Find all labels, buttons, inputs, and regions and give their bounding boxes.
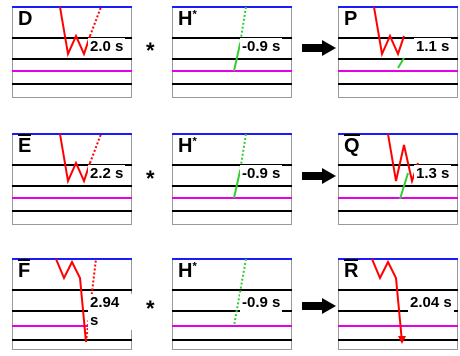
convolution-operator: * <box>146 166 155 191</box>
time-label: 2.04 s <box>408 294 454 312</box>
red-trace-dotted <box>89 133 102 164</box>
time-label: -0.9 s <box>240 38 283 56</box>
panel-p-lines <box>338 6 458 98</box>
time-label: 2.2 s <box>88 165 126 183</box>
time-label: 1.1 s <box>414 38 452 56</box>
time-label: 2.0 s <box>88 38 126 56</box>
panel-h: H* -0.9 s <box>172 6 292 98</box>
right-arrow-icon <box>302 168 336 184</box>
time-label: 2.94 s <box>88 294 132 330</box>
green-trace <box>233 43 241 72</box>
panel-letter: Q <box>344 134 360 157</box>
red-trace-dotted <box>89 6 102 37</box>
panel-h: H* -0.9 s <box>172 258 292 350</box>
panel-h: H* -0.9 s <box>172 133 292 225</box>
panel-letter: F <box>18 259 31 282</box>
panel-f: F 2.94 s <box>12 258 132 350</box>
time-label: 1.3 s <box>414 165 452 183</box>
green-trace <box>399 172 409 200</box>
panel-letter: R <box>344 259 359 282</box>
red-trace <box>373 6 405 58</box>
panel-p: P 1.1 s <box>338 6 458 98</box>
red-trace <box>371 258 403 343</box>
red-trace <box>55 258 87 343</box>
green-trace <box>233 170 241 199</box>
convolution-operator: * <box>146 38 155 63</box>
convolution-operator: * <box>146 296 155 321</box>
panel-d: D 2.0 s <box>12 6 132 98</box>
time-label: -0.9 s <box>240 294 283 312</box>
red-trace <box>59 133 91 185</box>
time-label: -0.9 s <box>240 165 283 183</box>
panel-letter: H* <box>178 260 197 282</box>
red-trace <box>59 6 91 58</box>
panel-letter: P <box>344 8 358 30</box>
panel-r: R 2.04 s <box>338 258 458 350</box>
panel-letter: E <box>18 134 32 157</box>
panel-q: Q 1.3 s <box>338 133 458 225</box>
green-trace <box>397 57 405 69</box>
right-arrow-icon <box>302 40 336 56</box>
panel-letter: H* <box>178 8 197 30</box>
panel-e: E 2.2 s <box>12 133 132 225</box>
panel-letter: D <box>18 8 33 30</box>
panel-f-lines <box>12 258 132 350</box>
green-trace-dotted <box>233 258 247 327</box>
red-trace-tip <box>398 336 406 344</box>
right-arrow-icon <box>302 298 336 314</box>
panel-letter: H* <box>178 135 197 157</box>
